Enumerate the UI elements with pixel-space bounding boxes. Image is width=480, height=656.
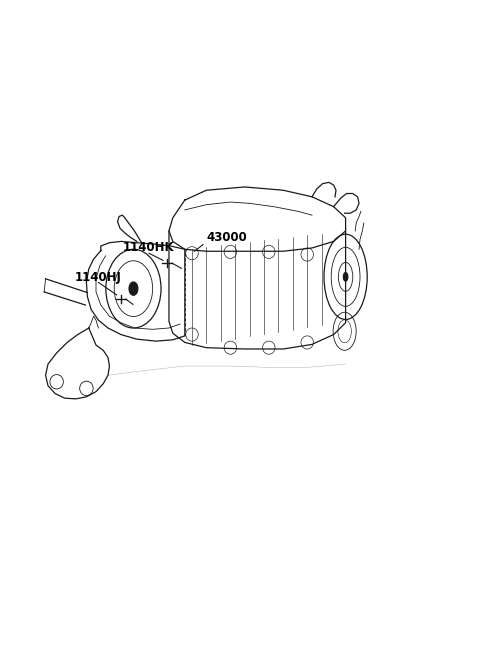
Text: 43000: 43000 — [206, 231, 247, 244]
Text: 1140HJ: 1140HJ — [74, 271, 121, 284]
Text: 1140HK: 1140HK — [122, 241, 174, 255]
Ellipse shape — [129, 282, 138, 295]
Ellipse shape — [343, 273, 348, 281]
